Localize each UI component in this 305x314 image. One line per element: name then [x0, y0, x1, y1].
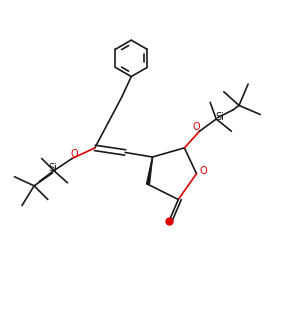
- Text: Si: Si: [49, 163, 58, 173]
- Polygon shape: [146, 157, 152, 185]
- Text: O: O: [192, 122, 200, 132]
- Text: O: O: [71, 149, 78, 159]
- Text: O: O: [199, 166, 207, 176]
- Text: Si: Si: [215, 112, 224, 122]
